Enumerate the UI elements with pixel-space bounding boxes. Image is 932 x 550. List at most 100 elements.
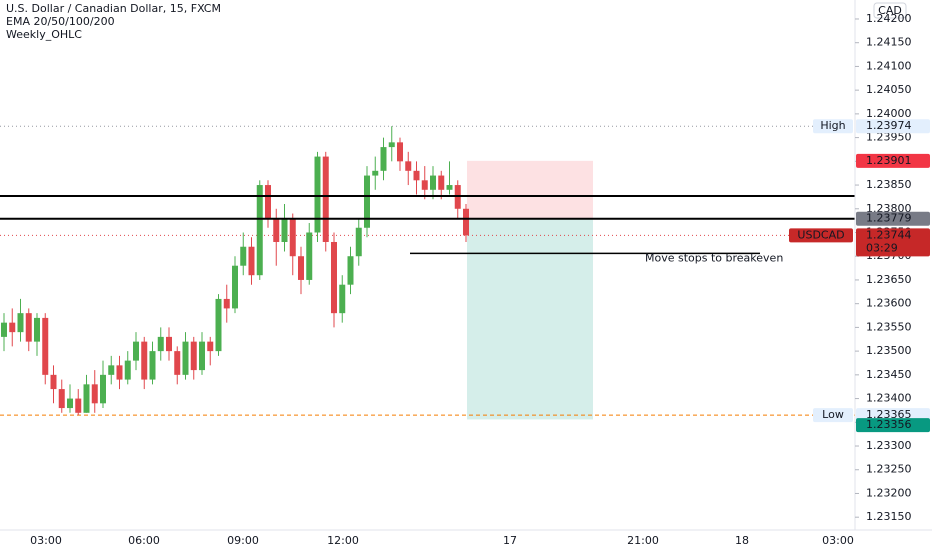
y-tick-label: 1.23150 — [866, 510, 912, 523]
candle-body — [463, 208, 469, 236]
y-tick-label: 1.23550 — [866, 320, 912, 333]
price-badge-label: 1.23779 — [866, 212, 912, 225]
candle-body — [75, 398, 82, 413]
candle-body — [364, 175, 370, 228]
candle-body — [372, 170, 379, 176]
y-tick-label: 1.23850 — [866, 178, 912, 191]
y-tick-label: 1.24000 — [866, 107, 912, 120]
x-tick-label: 18 — [735, 534, 749, 547]
plot-tag — [813, 408, 853, 423]
candle-body — [67, 398, 73, 409]
price-badge — [856, 119, 930, 134]
price-badge-label: 1.23974 — [866, 119, 912, 132]
candle-body — [380, 147, 387, 171]
y-tick-label: 1.23600 — [866, 297, 912, 310]
candle-body — [388, 142, 395, 148]
plot-tag-label: High — [820, 119, 845, 132]
candle-body — [91, 384, 98, 404]
candle-body — [124, 360, 131, 380]
plot-layer — [0, 125, 855, 420]
candle-body — [108, 365, 115, 375]
y-tick-label: 1.24150 — [866, 36, 912, 49]
candle-body — [289, 218, 296, 257]
plot-tag — [813, 119, 853, 134]
x-tick-label: 17 — [503, 534, 517, 547]
candle-body — [232, 265, 238, 309]
candle-body — [347, 256, 354, 285]
candle-body — [306, 232, 313, 280]
candle-body — [190, 341, 197, 371]
price-badge — [856, 153, 930, 168]
candle-body — [438, 175, 445, 190]
target-zone — [467, 218, 593, 420]
y-tick-label: 1.24200 — [866, 12, 912, 25]
note-text: Move stops to breakeven — [645, 251, 783, 264]
chart-title: U.S. Dollar / Canadian Dollar, 15, FXCM — [6, 2, 221, 15]
candle-body — [223, 298, 230, 309]
x-tick-label: 06:00 — [128, 534, 160, 547]
currency-label[interactable]: CAD — [878, 4, 902, 17]
countdown: 03:29 — [866, 241, 898, 254]
y-tick-label: 1.24100 — [866, 59, 912, 72]
candle-body — [281, 218, 288, 242]
price-badge-label: 1.23744 — [866, 228, 912, 241]
candle-body — [248, 246, 255, 276]
y-tick-label: 1.24050 — [866, 83, 912, 96]
price-badge-label: 1.23356 — [866, 418, 912, 431]
candle-body — [141, 341, 148, 380]
candle-body — [331, 241, 337, 314]
candle-body — [157, 336, 164, 352]
x-tick-label: 21:00 — [627, 534, 659, 547]
candle-body — [9, 322, 16, 333]
candle-body — [273, 218, 280, 242]
candle-body — [339, 284, 346, 314]
y-tick-label: 1.23200 — [866, 486, 912, 499]
indicator-label: EMA 20/50/100/200 — [6, 15, 115, 28]
candle-body — [25, 313, 32, 342]
price-badge-label: 1.23901 — [866, 154, 912, 167]
plot-tag-label: Low — [822, 408, 844, 421]
y-tick-label: 1.23650 — [866, 273, 912, 286]
candle-body — [322, 156, 329, 242]
price-badge — [856, 211, 930, 226]
price-badge — [856, 228, 930, 257]
candle-body — [149, 351, 156, 380]
plot-tag-label: USDCAD — [797, 228, 844, 241]
y-tick-label: 1.23500 — [866, 344, 912, 357]
candle-body — [174, 351, 181, 375]
candle-body — [430, 175, 436, 190]
candle-body — [100, 374, 106, 404]
y-tick-label: 1.23950 — [866, 131, 912, 144]
currency-box[interactable] — [873, 2, 907, 19]
candle-body — [17, 313, 24, 333]
candle-body — [133, 341, 139, 361]
candle-body — [166, 336, 172, 352]
candle-body — [298, 256, 304, 280]
candle-body — [256, 185, 263, 276]
candle-body — [58, 389, 65, 409]
candle-body — [182, 341, 189, 375]
y-tick-label: 1.23250 — [866, 463, 912, 476]
price-badge-label: 1.23365 — [866, 408, 912, 421]
candle-body — [413, 170, 420, 181]
candle-body — [421, 180, 428, 190]
indicator-label: Weekly_OHLC — [6, 28, 82, 41]
price-badge — [856, 418, 930, 433]
x-tick-label: 12:00 — [327, 534, 359, 547]
candle-body — [240, 246, 247, 266]
y-tick-label: 1.23800 — [866, 202, 912, 215]
x-tick-label: 03:00 — [30, 534, 62, 547]
candle-body — [34, 317, 40, 342]
candle-body — [42, 317, 49, 375]
stop-zone — [467, 160, 593, 219]
candle-body — [355, 227, 362, 257]
y-tick-label: 1.23300 — [866, 439, 912, 452]
candle-body — [207, 341, 214, 352]
candle-body — [199, 341, 205, 371]
candle-body — [265, 185, 271, 219]
candle-body — [1, 322, 7, 337]
candle-body — [446, 185, 453, 190]
